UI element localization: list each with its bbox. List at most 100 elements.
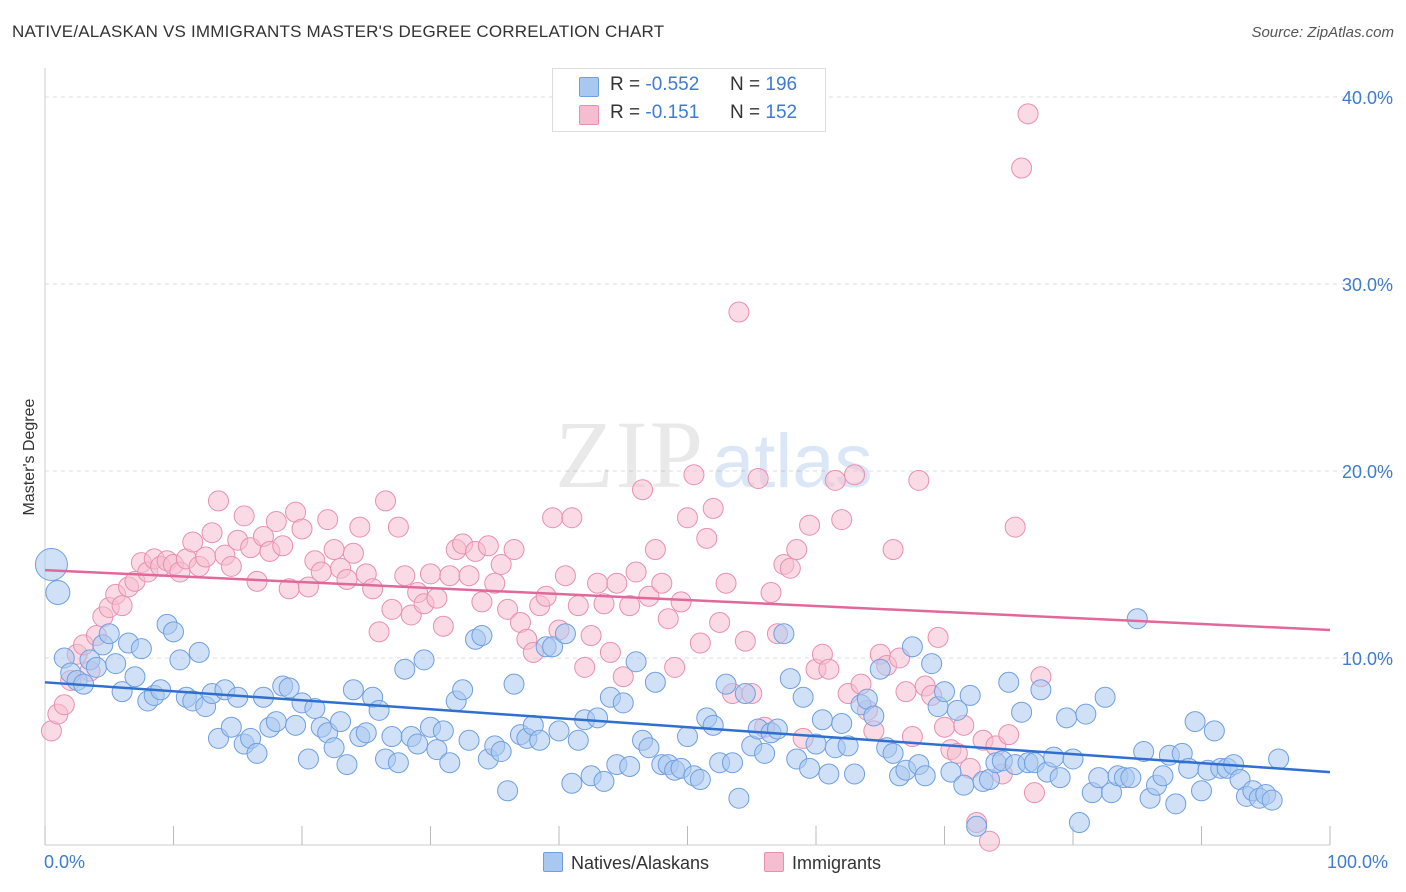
y-tick-label: 10.0% (1342, 649, 1393, 669)
immigrant-point (323, 539, 345, 561)
chart-title: NATIVE/ALASKAN VS IMMIGRANTS MASTER'S DE… (12, 22, 665, 41)
legend-r-value: -0.151 (645, 102, 700, 123)
immigrant-point (580, 625, 602, 647)
immigrant-point (715, 572, 737, 594)
native-point (130, 638, 152, 660)
immigrant-point (734, 630, 756, 652)
legend-immigrants[interactable]: Immigrants (764, 852, 881, 874)
native-point (811, 709, 833, 731)
y-tick-label: 20.0% (1342, 462, 1393, 482)
immigrant-point (265, 510, 287, 532)
immigrant-point (554, 565, 576, 587)
native-point (336, 754, 358, 776)
x-tick-label-min: 0.0% (44, 852, 86, 872)
immigrant-point (619, 595, 641, 617)
immigrant-point (747, 467, 769, 489)
immigrant-point (477, 535, 499, 557)
native-point (702, 714, 724, 736)
immigrant-point (561, 507, 583, 529)
legend-swatch-natives (579, 77, 599, 97)
immigrant-point (381, 598, 403, 620)
y-tick-label: 30.0% (1342, 275, 1393, 295)
native-point (529, 729, 551, 751)
native-point (728, 787, 750, 809)
native-point (773, 623, 795, 645)
immigrant-point (201, 522, 223, 544)
immigrant-point (542, 507, 564, 529)
watermark-zip: ZIP (555, 401, 705, 508)
native-point (619, 755, 641, 777)
immigrant-point (702, 497, 724, 519)
native-point (105, 653, 127, 675)
native-point (394, 658, 416, 680)
immigrant-point (233, 505, 255, 527)
immigrant-point (664, 656, 686, 678)
immigrant-point (998, 724, 1020, 746)
native-point (490, 741, 512, 762)
immigrant-point (291, 518, 313, 540)
immigrant-point (606, 572, 628, 594)
watermark-atlas: atlas (712, 419, 873, 504)
native-point (432, 720, 454, 742)
immigrant-point (587, 572, 609, 594)
source-credit: Source: ZipAtlas.com (1251, 24, 1394, 41)
immigrant-point (490, 554, 512, 575)
native-point (1120, 767, 1142, 789)
immigrant-point (612, 666, 634, 688)
grid-lines (45, 96, 1392, 659)
native-point (921, 653, 943, 675)
native-point (721, 752, 743, 774)
native-point (85, 656, 107, 678)
watermark: ZIP atlas (555, 401, 873, 508)
y-tick-label: 40.0% (1342, 88, 1393, 108)
native-point (163, 621, 184, 643)
native-point (882, 742, 904, 764)
immigrant-point (689, 632, 711, 654)
immigrant-point (432, 615, 454, 637)
immigrant-point (310, 561, 332, 583)
legend-swatch-natives (543, 852, 563, 872)
immigrant-point (927, 626, 949, 648)
immigrant-point (599, 641, 621, 663)
immigrant-point (368, 621, 390, 643)
natives-points (34, 548, 1290, 837)
immigrant-point (497, 598, 519, 620)
immigrants-trend-line (44, 568, 1331, 632)
native-point (368, 699, 390, 721)
immigrant-point (53, 694, 75, 716)
native-point (413, 649, 435, 671)
immigrant-point (207, 490, 229, 512)
immigrant-point (426, 587, 448, 609)
immigrant-point (471, 591, 493, 613)
native-point (567, 729, 589, 751)
immigrant-point (567, 595, 589, 617)
legend-n-label: N = (730, 74, 761, 95)
native-point (497, 780, 519, 802)
native-point (818, 763, 840, 785)
immigrant-point (535, 585, 557, 607)
immigrant-point (182, 531, 204, 553)
native-point (1056, 707, 1078, 729)
immigrant-point (657, 608, 679, 630)
immigrant-point (844, 464, 866, 486)
native-point (439, 752, 461, 774)
immigrant-point (336, 568, 358, 590)
native-point (452, 679, 474, 701)
immigrant-point (420, 563, 441, 585)
native-point (407, 733, 429, 755)
native-point (593, 770, 615, 792)
legend-r-label: R = (610, 102, 641, 123)
native-point (831, 712, 853, 734)
legend-n-label: N = (730, 102, 761, 123)
immigrant-point (895, 681, 917, 703)
x-tick-label-max: 100.0% (1327, 852, 1389, 872)
native-point (1133, 741, 1155, 762)
immigrant-point (342, 542, 364, 564)
legend-natives[interactable]: Natives/Alaskans (543, 852, 709, 874)
native-point (330, 711, 352, 733)
native-point (285, 714, 307, 736)
immigrant-point (818, 658, 840, 680)
native-point (914, 765, 936, 787)
immigrant-point (683, 464, 705, 486)
native-point (542, 636, 564, 658)
